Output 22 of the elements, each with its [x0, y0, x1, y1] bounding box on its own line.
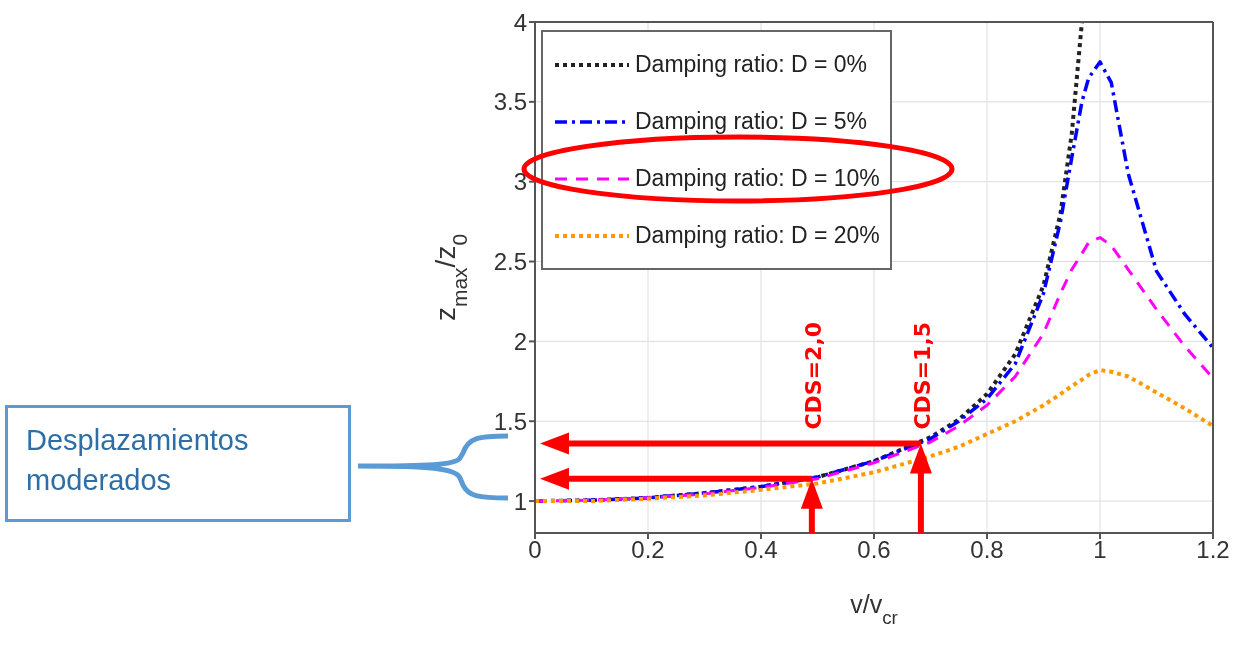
y-tick-label: 4: [513, 8, 527, 36]
annotation: CDS=2,0: [800, 321, 826, 430]
y-tick-label: 3.5: [493, 88, 527, 116]
y-tick-label: 2: [513, 327, 527, 355]
legend-label: Damping ratio: D = 0%: [635, 51, 868, 78]
legend-label: Damping ratio: D = 5%: [635, 108, 868, 135]
x-tick-label: 0.6: [857, 536, 891, 564]
x-tick-label: 1.2: [1196, 536, 1230, 564]
y-tick-label: 1.5: [493, 407, 527, 435]
y-tick-label: 3: [513, 168, 527, 196]
x-tick-label: 0: [528, 536, 542, 564]
x-tick-label: 1: [1093, 536, 1107, 564]
legend-label: Damping ratio: D = 20%: [635, 222, 880, 249]
x-tick-label: 0.4: [744, 536, 778, 564]
y-tick-label: 2.5: [493, 248, 527, 276]
x-tick-label: 0.2: [631, 536, 665, 564]
text: Desplazamientos moderados: [5, 405, 351, 522]
y-tick-label: 1: [513, 487, 527, 515]
annotation: CDS=1,5: [909, 321, 935, 430]
legend-label: Damping ratio: D = 10%: [635, 165, 880, 192]
x-tick-label: 0.8: [970, 536, 1004, 564]
x-axis-title: v/v$_{cr}$: [850, 590, 898, 628]
